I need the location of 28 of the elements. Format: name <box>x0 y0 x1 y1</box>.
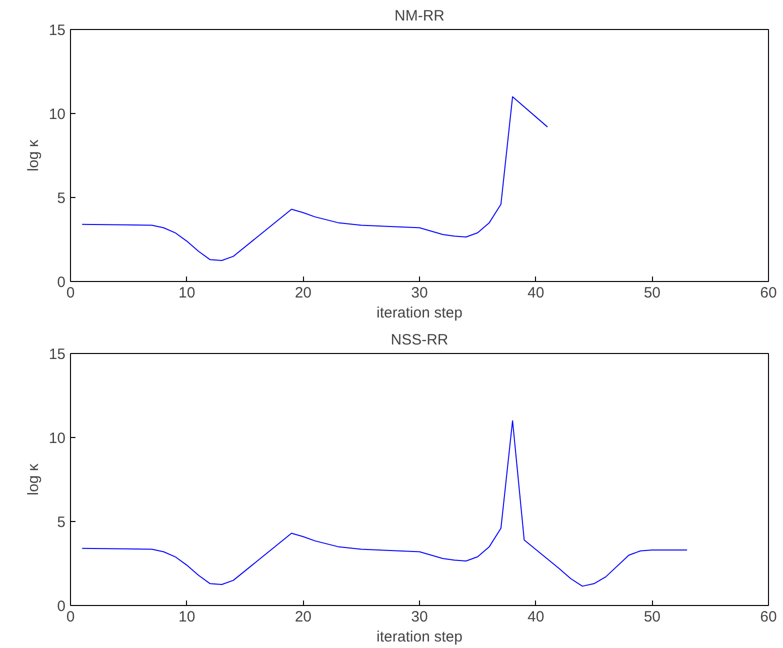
x-tick-label: 60 <box>760 284 777 302</box>
x-axis-title: iteration step <box>376 628 462 646</box>
line-series <box>82 420 688 587</box>
y-tick-label: 10 <box>48 106 66 123</box>
y-axis-title: log κ <box>24 463 42 496</box>
y-tick-label: 5 <box>57 190 66 207</box>
x-tick-label: 30 <box>411 284 428 302</box>
x-tick-label: 40 <box>527 284 544 302</box>
y-tick-label: 0 <box>57 274 66 291</box>
y-axis-title: log κ <box>24 139 42 172</box>
y-tick-label: 15 <box>48 22 66 39</box>
y-tick-label: 10 <box>48 430 66 447</box>
x-tick-label: 50 <box>644 608 661 626</box>
x-tick-label: 50 <box>644 284 661 302</box>
x-tick-label: 20 <box>294 284 312 302</box>
chart-title: NSS-RR <box>390 332 448 348</box>
x-tick-label: 10 <box>178 284 196 302</box>
chart-title: NM-RR <box>394 8 445 24</box>
x-tick-label: 30 <box>411 608 428 626</box>
x-tick-label: 60 <box>760 608 777 626</box>
line-series <box>82 96 548 261</box>
x-tick-label: 20 <box>294 608 312 626</box>
x-tick-label: 40 <box>527 608 544 626</box>
y-tick-label: 5 <box>57 514 66 531</box>
y-tick-label: 15 <box>48 346 66 363</box>
y-tick-label: 0 <box>57 598 66 615</box>
x-axis-title: iteration step <box>376 304 462 322</box>
x-tick-label: 10 <box>178 608 196 626</box>
